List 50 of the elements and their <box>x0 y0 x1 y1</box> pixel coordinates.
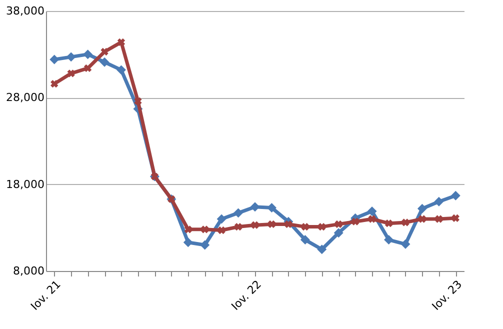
point <box>351 218 360 226</box>
point <box>84 64 92 72</box>
point <box>234 222 242 231</box>
point <box>266 202 276 212</box>
x-tick-label: Iov. 23 <box>430 278 465 313</box>
point <box>384 235 394 245</box>
x-tick-label: Iov. 21 <box>28 278 64 313</box>
point <box>100 48 108 56</box>
point <box>435 215 443 223</box>
point <box>450 190 460 200</box>
point <box>367 206 377 216</box>
point <box>50 80 58 88</box>
point <box>284 220 292 228</box>
y-tick-label: 18,000 <box>6 178 44 191</box>
point <box>216 214 226 224</box>
point <box>100 57 110 67</box>
point <box>400 239 410 249</box>
y-tick-label: 38,000 <box>6 4 44 18</box>
point <box>334 220 342 228</box>
point <box>83 50 93 60</box>
point <box>50 54 60 64</box>
point <box>402 218 410 226</box>
point <box>134 97 142 105</box>
point <box>418 215 426 223</box>
point <box>201 226 209 234</box>
point <box>117 38 126 46</box>
point <box>334 228 344 238</box>
point <box>67 70 75 78</box>
point <box>384 220 393 228</box>
point <box>66 52 76 62</box>
point <box>184 226 192 234</box>
point <box>218 226 226 234</box>
y-tick-label: 8,000 <box>13 264 44 278</box>
x-tick-label: Iov. 22 <box>228 278 264 313</box>
point <box>268 220 276 228</box>
point <box>300 235 310 245</box>
point <box>434 196 444 206</box>
point <box>116 65 126 75</box>
point <box>200 240 210 250</box>
point <box>251 221 259 229</box>
point <box>417 204 427 214</box>
point <box>234 208 244 218</box>
point <box>183 238 193 248</box>
point <box>452 214 460 222</box>
point <box>317 244 327 254</box>
y-tick-label: 28,000 <box>6 91 44 104</box>
point <box>301 222 309 231</box>
point <box>250 202 260 212</box>
point <box>368 215 376 223</box>
point <box>318 222 326 231</box>
